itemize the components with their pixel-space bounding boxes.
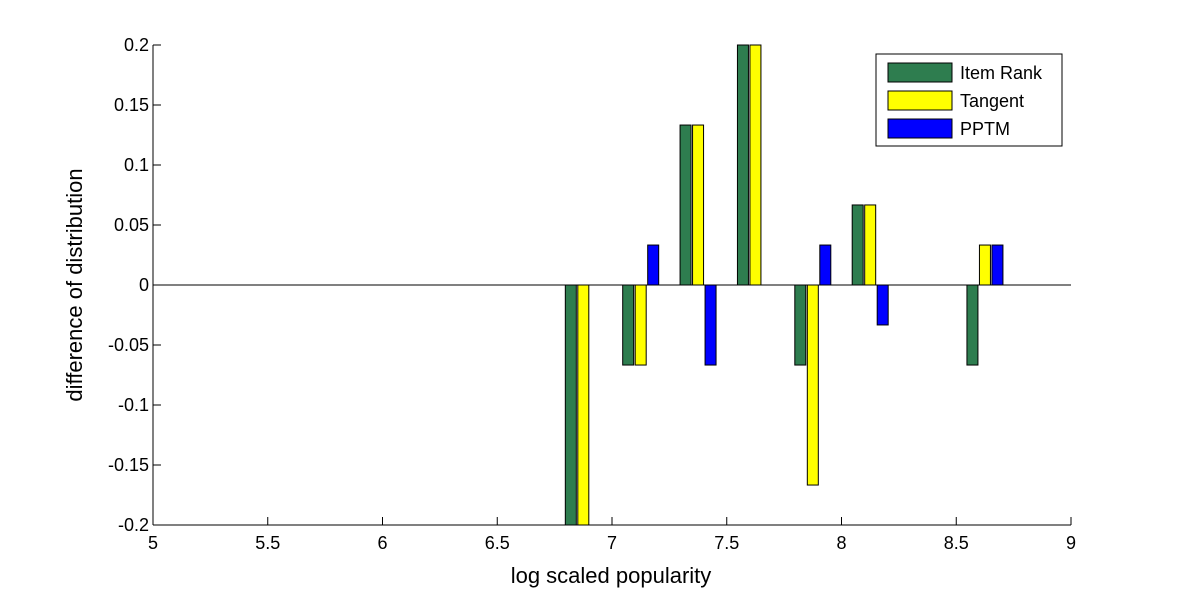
legend-swatch-tangent [887,90,953,111]
x-tick-label: 8.5 [944,533,969,553]
bar-item-rank-4 [794,284,807,366]
bar-item-rank-1 [622,284,635,366]
legend-swatch-item-rank [887,62,953,83]
x-tick-label: 6 [377,533,387,553]
bar-tangent-0 [577,284,590,526]
bar-tangent-4 [806,284,819,486]
legend-label-item-rank: Item Rank [960,63,1043,83]
y-tick-label: -0.2 [118,515,149,535]
bar-tangent-7 [978,244,991,286]
x-axis-label: log scaled popularity [511,563,712,588]
x-tick-label: 5.5 [255,533,280,553]
y-tick-label: -0.1 [118,395,149,415]
bar-tangent-3 [749,44,762,286]
bar-pptm-1 [647,244,660,286]
y-tick-label: 0 [139,275,149,295]
bars-layer [564,44,1004,526]
bar-item-rank-7 [966,284,979,366]
y-tick-label: 0.15 [114,95,149,115]
bar-pptm-4 [819,244,832,286]
x-tick-label: 5 [148,533,158,553]
bar-item-rank-3 [736,44,749,286]
y-tick-label: -0.15 [108,455,149,475]
y-tick-label: 0.2 [124,35,149,55]
bar-item-rank-5 [851,204,864,286]
bar-tangent-1 [634,284,647,366]
x-tick-label: 7 [607,533,617,553]
x-tick-label: 7.5 [714,533,739,553]
legend-swatch-pptm [887,118,953,139]
y-axis-label: difference of distribution [62,168,87,401]
bar-pptm-5 [876,284,889,326]
legend-label-pptm: PPTM [960,119,1010,139]
ticks-layer: 5 5.5 6 6.5 7 7.5 8 8.5 9 -0.2 -0.15 -0.1 -0.05 0 0.05… [108,35,1076,553]
y-tick-label: 0.05 [114,215,149,235]
y-tick-label: 0.1 [124,155,149,175]
bar-item-rank-2 [679,124,692,286]
x-tick-label: 9 [1066,533,1076,553]
bar-tangent-5 [864,204,877,286]
bar-pptm-2 [704,284,717,366]
y-tick-label: -0.05 [108,335,149,355]
legend-label-tangent: Tangent [960,91,1024,111]
x-tick-label: 6.5 [485,533,510,553]
bar-pptm-7 [991,244,1004,286]
bar-item-rank-0 [564,284,577,526]
bar-tangent-2 [692,124,705,286]
legend: Item Rank Tangent PPTM [875,53,1063,147]
x-tick-label: 8 [836,533,846,553]
